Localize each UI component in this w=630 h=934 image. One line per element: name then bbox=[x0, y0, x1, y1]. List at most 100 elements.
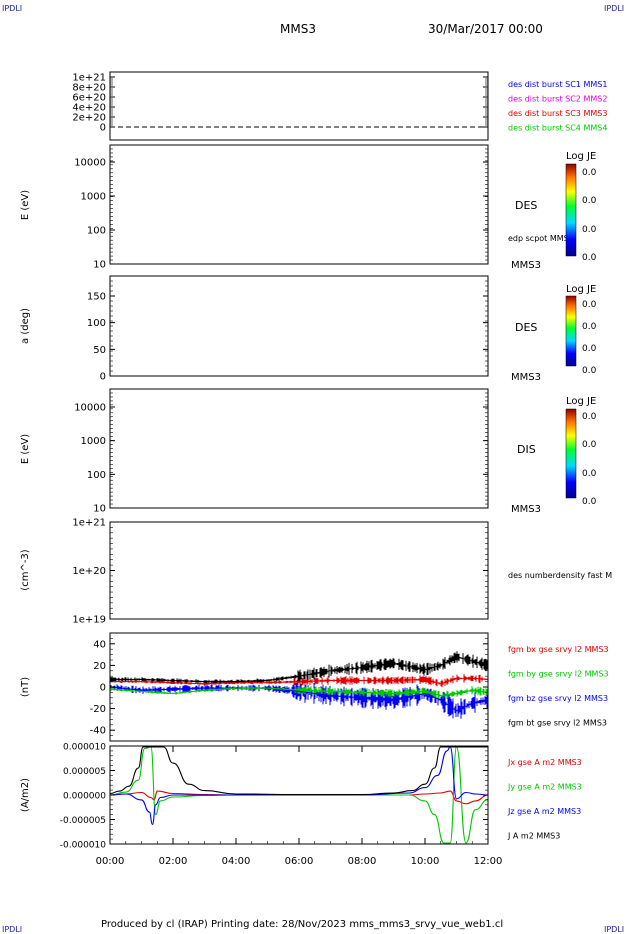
panel-frame bbox=[109, 144, 489, 265]
colorbar-tick: 0.0 bbox=[582, 366, 597, 376]
legend-entry: des dist burst SC3 MMS3 bbox=[508, 109, 607, 118]
panel-label: DES bbox=[515, 321, 537, 334]
corner-label-bottom-right: IPDLI bbox=[604, 925, 625, 934]
series-line bbox=[110, 686, 488, 712]
footer-credits: Produced by cl (IRAP) Printing date: 28/… bbox=[101, 919, 504, 930]
y-tick-label: 0.000005 bbox=[63, 767, 106, 777]
panel-dis-energy: 10000 1000 100 10 E (eV) DIS MMS3 Log JE 0.… bbox=[20, 388, 597, 515]
x-tick-label: 04:00 bbox=[222, 856, 251, 867]
y-tick-label: 10 bbox=[93, 504, 106, 515]
y-axis-label: (cm^-3) bbox=[20, 549, 31, 590]
legend-entry: Jx gse A m2 MMS3 bbox=[507, 758, 582, 767]
legend-entry: fgm by gse srvy l2 MMS3 bbox=[508, 670, 609, 679]
series-line bbox=[110, 656, 488, 683]
panel-fgm: 40 20 0 -20 -40 (nT) fgm bx gse srvy l2 MMS3… bbox=[20, 632, 609, 742]
spacecraft-title: MMS3 bbox=[280, 22, 316, 36]
y-tick-label: 100 bbox=[87, 226, 106, 237]
panel-current-density: 0.000010 0.000005 0.000000 -0.000005 -0.0000… bbox=[20, 743, 582, 868]
colorbar-tick: 0.0 bbox=[582, 300, 597, 310]
colorbar-tick: 0.0 bbox=[582, 322, 597, 332]
y-tick-label: 20 bbox=[93, 661, 106, 672]
colorbar-title: Log JE bbox=[566, 396, 596, 407]
colorbar-tick: 0.0 bbox=[582, 412, 597, 422]
colorbar bbox=[565, 295, 577, 367]
colorbar-title: Log JE bbox=[566, 284, 596, 295]
date-time: 30/Mar/2017 00:00 bbox=[428, 22, 543, 36]
panel-frame bbox=[109, 521, 489, 620]
series-line bbox=[110, 746, 488, 796]
legend-entry: fgm bx gse srvy l2 MMS3 bbox=[508, 645, 609, 654]
y-tick-label: 10000 bbox=[74, 158, 106, 169]
y-tick-label: 150 bbox=[87, 292, 106, 303]
y-tick-label: 100 bbox=[87, 470, 106, 481]
panel-des-pitch: 150 100 50 0 a (deg) DES MMS3 Log JE 0.0 0.… bbox=[20, 275, 597, 383]
x-tick-label: 08:00 bbox=[348, 856, 377, 867]
y-tick-label: -0.000010 bbox=[60, 841, 106, 851]
y-axis-label: E (eV) bbox=[20, 190, 31, 220]
y-axis-label: (A/m2) bbox=[20, 778, 31, 812]
legend-entry: des numberdensity fast M bbox=[508, 571, 612, 580]
legend-entry: fgm bz gse srvy l2 MMS3 bbox=[508, 694, 608, 703]
panel-numberdensity: 1e+21 1e+20 1e+19 (cm^-3) des numberdensit… bbox=[20, 518, 612, 626]
colorbar-tick: 0.0 bbox=[582, 497, 597, 507]
series-line bbox=[110, 746, 488, 825]
colorbar-tick: 0.0 bbox=[582, 469, 597, 479]
panel-sublabel: MMS3 bbox=[511, 372, 541, 383]
panel-frame bbox=[109, 71, 489, 141]
y-tick-label: 10000 bbox=[74, 403, 106, 414]
y-tick-label: 1e+21 bbox=[72, 518, 106, 529]
y-tick-label: 100 bbox=[87, 318, 106, 329]
y-tick-label: -20 bbox=[90, 704, 106, 715]
y-tick-label: 0 bbox=[100, 123, 106, 134]
y-tick-label: 0 bbox=[100, 372, 106, 383]
colorbar bbox=[565, 408, 577, 499]
x-tick-label: 06:00 bbox=[285, 856, 314, 867]
series-line bbox=[110, 790, 488, 805]
colorbar-tick: 0.0 bbox=[582, 440, 597, 450]
x-tick-label: 02:00 bbox=[159, 856, 188, 867]
legend-entry: des dist burst SC4 MMS4 bbox=[508, 124, 607, 133]
y-tick-label: 0 bbox=[100, 683, 106, 694]
colorbar-tick: 0.0 bbox=[582, 196, 597, 206]
y-tick-label: 8e+20 bbox=[72, 83, 106, 94]
corner-label-top-left: IPDLI bbox=[2, 4, 23, 13]
colorbar-title: Log JE bbox=[566, 151, 596, 162]
y-tick-label: -0.000005 bbox=[60, 816, 106, 826]
colorbar-tick: 0.0 bbox=[582, 344, 597, 354]
legend-entry: des dist burst SC2 MMS2 bbox=[508, 95, 607, 104]
y-tick-label: 10 bbox=[93, 260, 106, 271]
y-tick-label: 1e+19 bbox=[72, 615, 106, 626]
y-tick-label: 50 bbox=[93, 345, 106, 356]
y-tick-label: 1e+21 bbox=[72, 73, 106, 84]
y-tick-label: 40 bbox=[93, 639, 106, 650]
legend-entry: Jy gse A m2 MMS3 bbox=[507, 783, 582, 792]
colorbar-tick: 0.0 bbox=[582, 225, 597, 235]
y-tick-label: 1000 bbox=[81, 192, 106, 203]
corner-label-bottom-left: IPDLI bbox=[2, 925, 23, 934]
y-tick-label: -40 bbox=[90, 726, 106, 737]
y-axis-label: E (eV) bbox=[20, 434, 31, 464]
y-tick-label: 2e+20 bbox=[72, 113, 106, 124]
x-tick-label: 12:00 bbox=[474, 856, 503, 867]
y-axis-label: a (deg) bbox=[20, 308, 31, 344]
legend-entry: fgm bt gse srvy l2 MMS3 bbox=[508, 719, 607, 728]
y-tick-label: 0.000000 bbox=[63, 792, 106, 802]
panel-frame bbox=[109, 388, 489, 509]
x-tick-label: 10:00 bbox=[411, 856, 440, 867]
legend-entry: J A m2 MMS3 bbox=[507, 832, 560, 841]
legend-entry: Jz gse A m2 MMS3 bbox=[507, 807, 581, 816]
x-tick-label: 00:00 bbox=[96, 856, 125, 867]
panel-frame bbox=[109, 275, 489, 377]
y-tick-label: 6e+20 bbox=[72, 93, 106, 104]
corner-label-top-right: IPDLI bbox=[604, 4, 625, 13]
series-line bbox=[110, 677, 488, 685]
y-tick-label: 1e+20 bbox=[72, 566, 106, 577]
colorbar bbox=[565, 163, 577, 257]
scpot-label: edp scpot MMS3 bbox=[508, 234, 574, 243]
panel-label: DIS bbox=[517, 443, 536, 456]
series-line bbox=[110, 687, 488, 697]
panel-sublabel: MMS3 bbox=[511, 504, 541, 515]
y-tick-label: 4e+20 bbox=[72, 103, 106, 114]
